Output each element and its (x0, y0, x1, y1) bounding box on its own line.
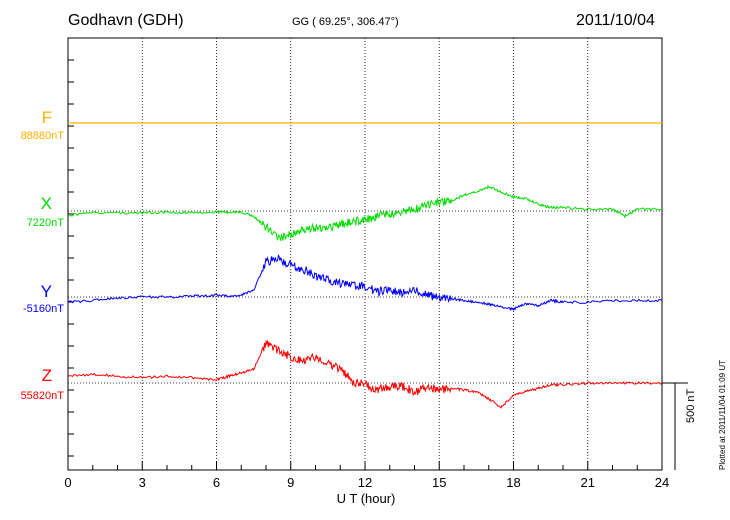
x-axis-label: U T (hour) (336, 491, 396, 506)
x-tick-label: 18 (506, 475, 521, 490)
component-baseline-z: 55820nT (20, 390, 64, 402)
x-tick-label: 15 (432, 475, 447, 490)
station-coordinates: GG ( 69.25°, 306.47°) (292, 16, 399, 28)
scale-bar-label: 500 nT (685, 388, 697, 423)
series-line-y (67, 253, 663, 311)
plotted-timestamp: Plotted at 2011/11/04 01:09 UT (718, 359, 727, 470)
station-title: Godhavn (GDH) (68, 12, 184, 29)
component-baseline-y: -5160nT (23, 303, 64, 315)
x-tick-label: 0 (64, 475, 72, 490)
x-tick-label: 24 (654, 475, 670, 490)
series-lines (67, 122, 663, 409)
chart-date: 2011/10/04 (576, 12, 655, 29)
series-line-z (67, 339, 663, 409)
series-line-x (67, 184, 663, 241)
component-baseline-f: 88880nT (20, 130, 64, 142)
component-name-y: Y (40, 282, 52, 301)
scale-bar (662, 382, 688, 470)
x-tick-label: 12 (357, 475, 373, 490)
x-tick-label: 21 (580, 475, 595, 490)
x-tick-label: 9 (287, 475, 295, 490)
x-tick-label: 3 (138, 475, 146, 490)
x-tick-label: 6 (212, 475, 221, 490)
grid-lines (141, 38, 589, 470)
component-baseline-x: 7220nT (26, 217, 64, 229)
component-name-f: F (41, 108, 52, 127)
axis-ticks (67, 59, 663, 470)
component-name-z: Z (41, 366, 52, 385)
component-name-x: X (40, 194, 52, 213)
